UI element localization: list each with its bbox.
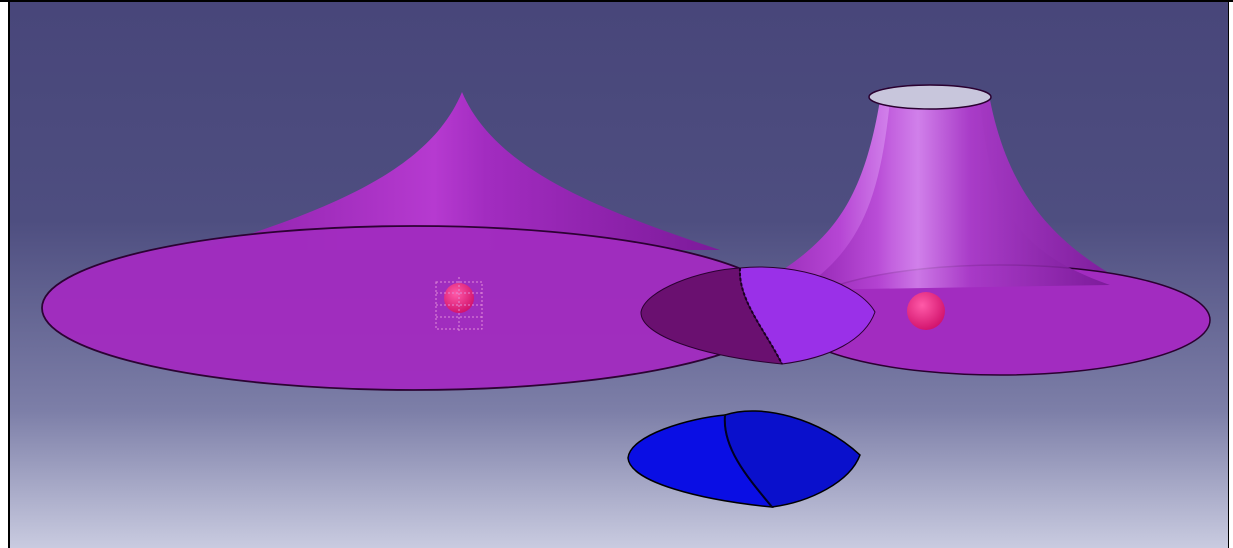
intersection-region[interactable] <box>640 266 876 365</box>
frame-top-border <box>0 0 1233 2</box>
scene-canvas[interactable] <box>10 2 1228 548</box>
projected-blue-region[interactable] <box>627 410 861 508</box>
frame-right-border <box>1228 0 1229 548</box>
selection-box <box>435 277 483 333</box>
3d-viewport[interactable] <box>10 2 1228 548</box>
left-point-marker[interactable] <box>435 277 483 333</box>
left-peaked-surface[interactable] <box>41 92 787 391</box>
right-point-marker[interactable] <box>907 292 945 330</box>
frame-left-border <box>8 0 10 548</box>
right-truncated-cone-surface[interactable] <box>740 84 1211 376</box>
